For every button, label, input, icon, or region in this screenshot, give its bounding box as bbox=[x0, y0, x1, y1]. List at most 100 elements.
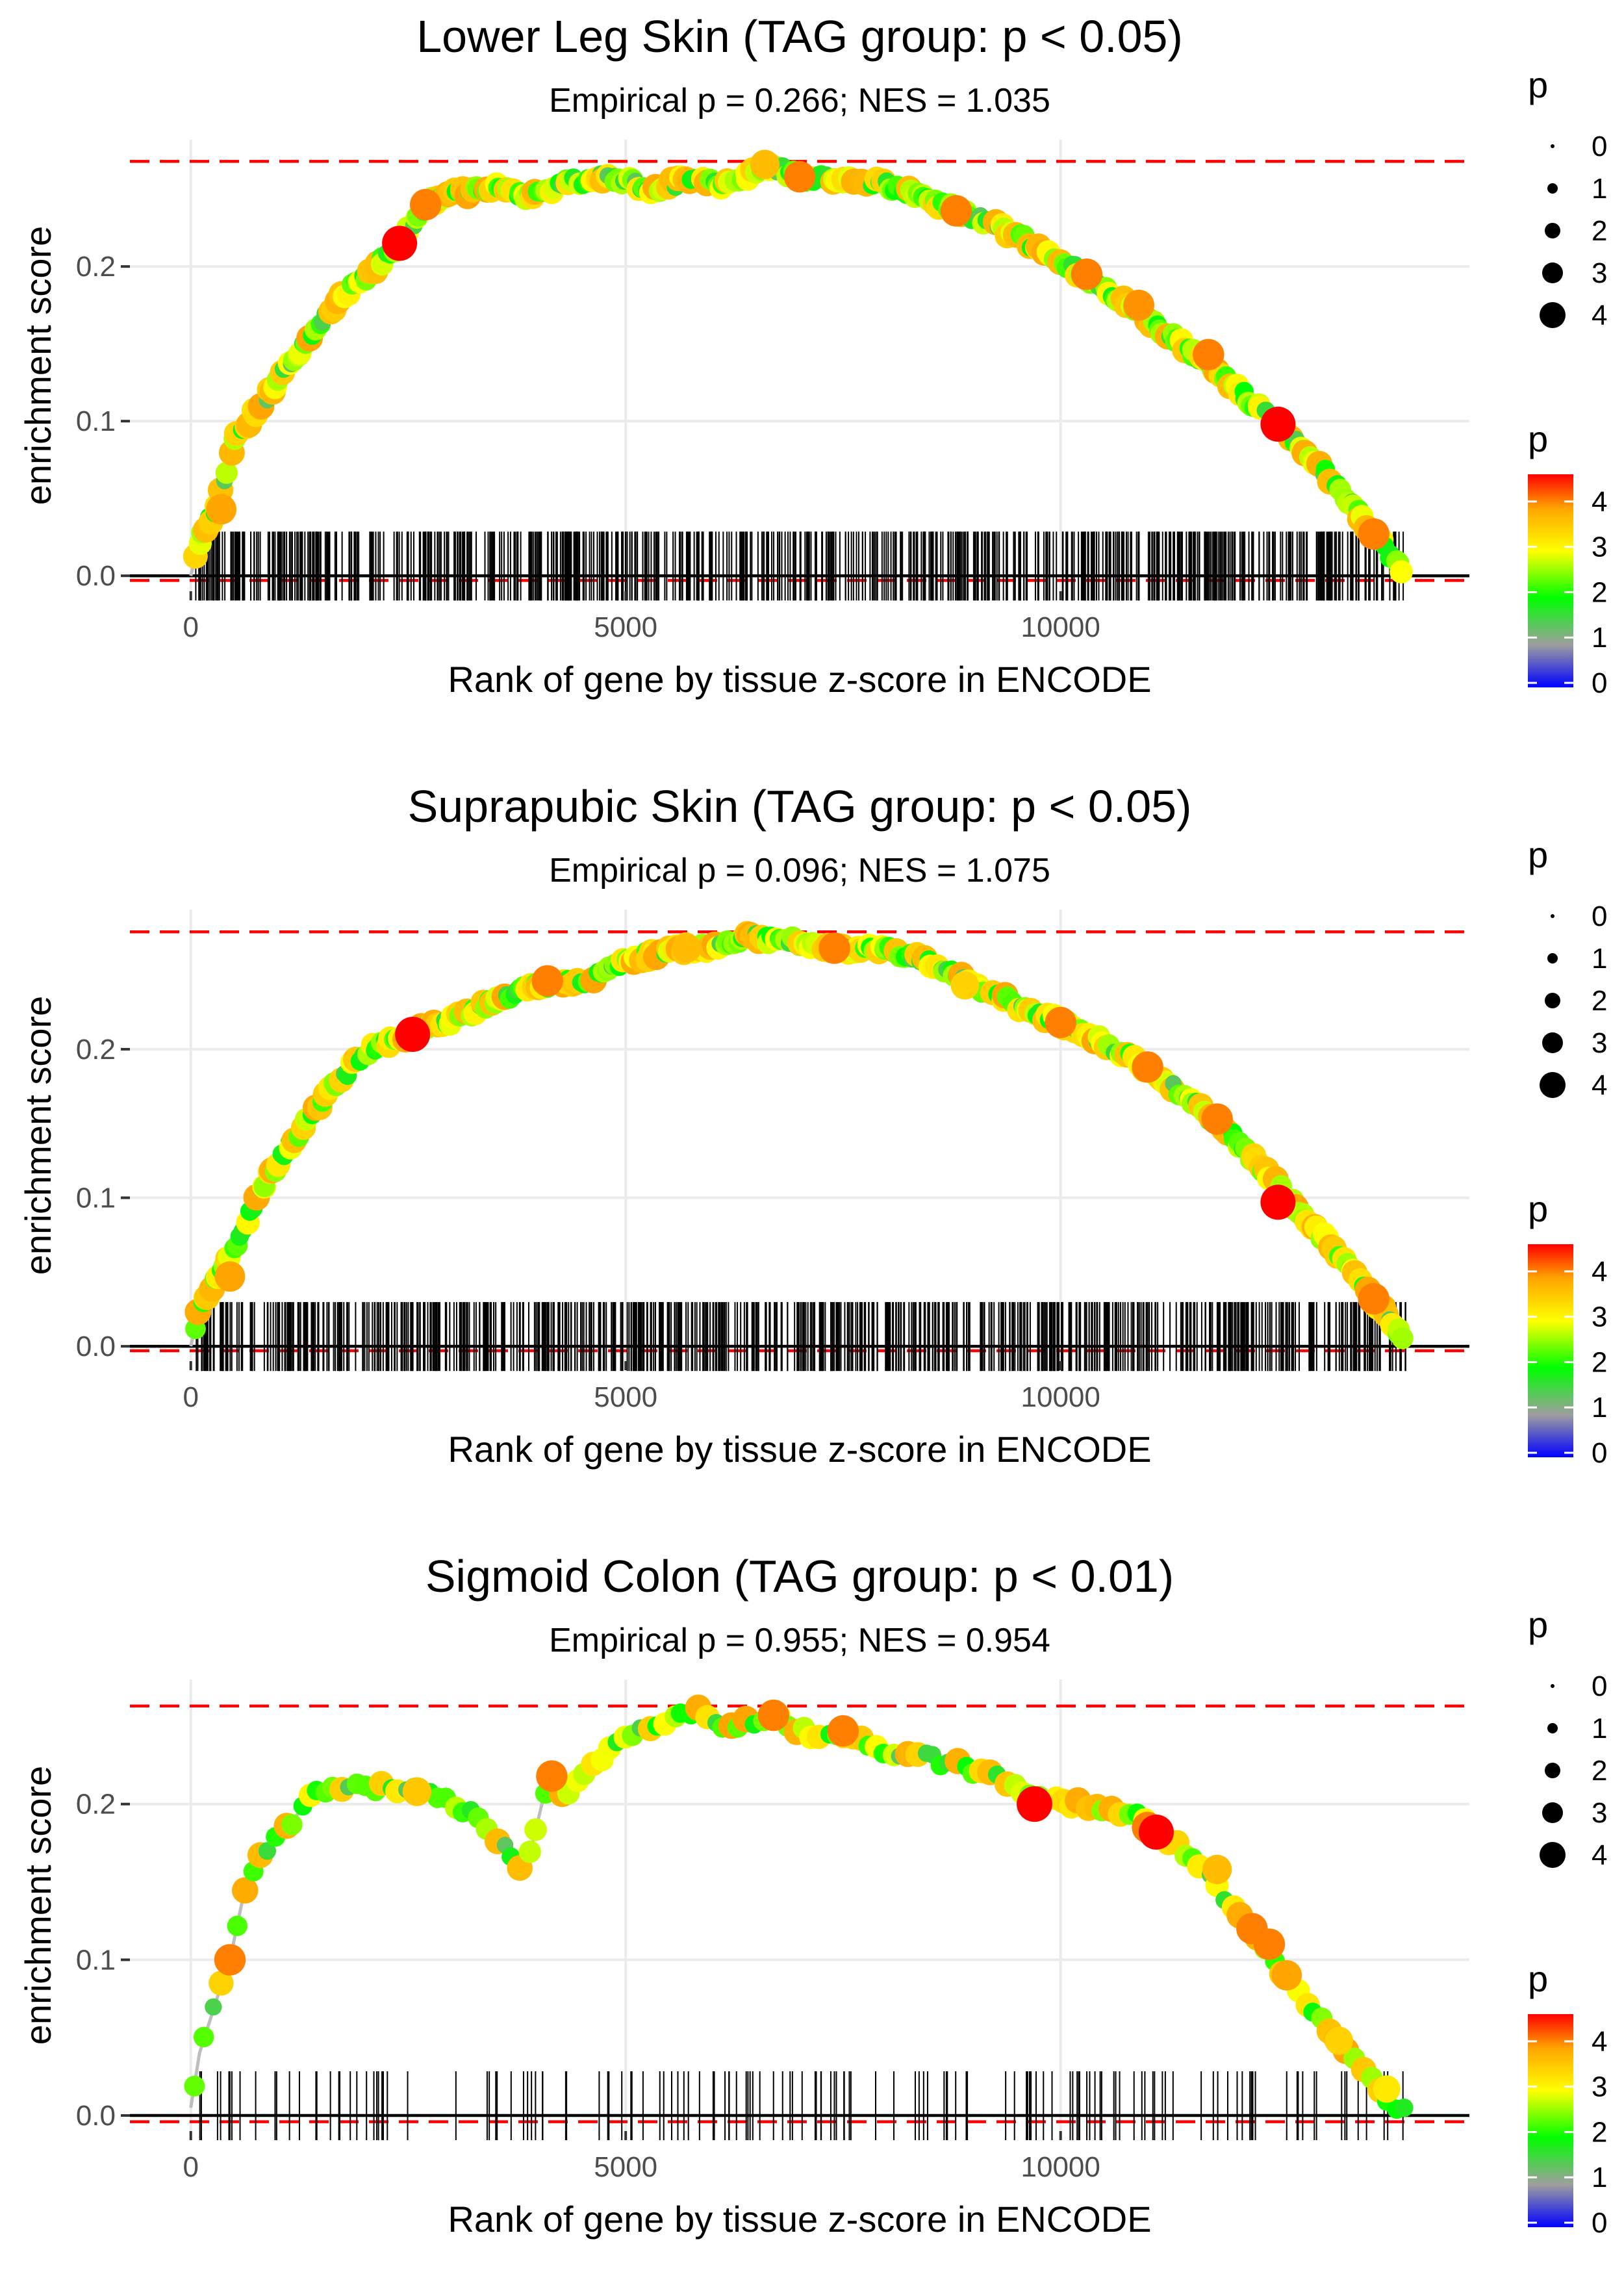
legend-size-key bbox=[1545, 223, 1560, 238]
x-tick-label: 0 bbox=[183, 1381, 198, 1413]
legend-size-key bbox=[1540, 302, 1566, 328]
es-point bbox=[209, 1971, 234, 1996]
grid bbox=[130, 910, 1469, 1361]
legend-colorbar bbox=[1528, 474, 1573, 687]
es-point bbox=[215, 461, 238, 484]
legend-color-label: 2 bbox=[1592, 2116, 1607, 2148]
legend-size-label: 2 bbox=[1592, 985, 1607, 1017]
es-point-highlight bbox=[818, 932, 850, 964]
es-point bbox=[518, 1840, 541, 1863]
es-point-highlight bbox=[1260, 1184, 1296, 1220]
es-point bbox=[232, 1877, 259, 1904]
es-point-highlight bbox=[1045, 1006, 1076, 1039]
legend-size-key bbox=[1551, 1684, 1554, 1688]
legend-size-key bbox=[1547, 1723, 1558, 1733]
legend-size-label: 0 bbox=[1592, 1670, 1607, 1702]
legend-color-label: 1 bbox=[1592, 2162, 1607, 2193]
es-point-highlight bbox=[531, 965, 563, 997]
es-point bbox=[193, 2026, 214, 2048]
es-point-highlight bbox=[1260, 406, 1296, 442]
gene-rug bbox=[199, 2071, 1404, 2141]
es-point bbox=[205, 1998, 222, 2016]
y-axis-label: enrichment score bbox=[18, 996, 58, 1275]
legend-size-label: 2 bbox=[1592, 215, 1607, 247]
es-point bbox=[281, 1814, 303, 1835]
es-point-highlight bbox=[672, 933, 702, 963]
legend-size-title: p bbox=[1528, 1604, 1548, 1645]
panel-1: Lower Leg Skin (TAG group: p < 0.05) Empi… bbox=[18, 11, 1607, 700]
y-tick-label: 0.0 bbox=[76, 560, 116, 592]
es-point-highlight bbox=[410, 188, 442, 221]
legend-colorbar bbox=[1528, 1244, 1573, 1457]
legend-size-key bbox=[1551, 144, 1554, 148]
legend-size-title: p bbox=[1528, 834, 1548, 875]
chart-subtitle: Empirical p = 0.955; NES = 0.954 bbox=[549, 1622, 1050, 1659]
x-axis-label: Rank of gene by tissue z-score in ENCODE bbox=[448, 1429, 1151, 1470]
legend-color-label: 2 bbox=[1592, 1346, 1607, 1378]
y-tick-label: 0.2 bbox=[76, 1034, 116, 1066]
legend-size-label: 3 bbox=[1592, 257, 1607, 289]
es-point-highlight bbox=[783, 160, 816, 193]
es-point-highlight bbox=[1201, 1103, 1233, 1135]
x-tick-label: 0 bbox=[183, 2151, 198, 2183]
legend-size-key bbox=[1551, 914, 1554, 918]
es-point-highlight bbox=[1253, 1928, 1286, 1960]
legend: p 0 1 2 3 4 p 4 3 2 1 0 bbox=[1528, 64, 1607, 699]
legend-color-label: 1 bbox=[1592, 622, 1607, 654]
es-point-highlight bbox=[1202, 1854, 1232, 1884]
legend-size-key bbox=[1547, 953, 1558, 964]
legend-color-label: 1 bbox=[1592, 1392, 1607, 1424]
legend-size-key bbox=[1542, 1032, 1563, 1053]
legend-color-label: 3 bbox=[1592, 2071, 1607, 2103]
legend-size-title: p bbox=[1528, 64, 1548, 105]
es-point-highlight bbox=[1132, 1051, 1163, 1083]
legend-size-label: 3 bbox=[1592, 1027, 1607, 1059]
panels: Lower Leg Skin (TAG group: p < 0.05) Empi… bbox=[18, 11, 1607, 2240]
legend-color-title: p bbox=[1528, 1958, 1548, 1999]
y-tick-label: 0.0 bbox=[76, 1331, 116, 1362]
es-point bbox=[184, 2075, 205, 2097]
legend: p 0 1 2 3 4 p 4 3 2 1 0 bbox=[1528, 834, 1607, 1469]
chart-title: Lower Leg Skin (TAG group: p < 0.05) bbox=[416, 11, 1183, 62]
legend-size-label: 4 bbox=[1592, 1839, 1607, 1871]
y-axis-label: enrichment score bbox=[18, 226, 58, 505]
es-point bbox=[227, 1915, 247, 1936]
legend-size-key bbox=[1540, 1072, 1566, 1098]
es-point bbox=[1395, 2099, 1414, 2117]
x-tick-label: 5000 bbox=[594, 2151, 657, 2183]
legend-color-label: 0 bbox=[1592, 667, 1607, 699]
es-point-highlight bbox=[1139, 1814, 1174, 1850]
es-point-highlight bbox=[757, 1699, 790, 1731]
es-point-highlight bbox=[1271, 1960, 1302, 1991]
y-tick-label: 0.1 bbox=[76, 405, 116, 437]
panel-2: Suprapubic Skin (TAG group: p < 0.05) Emp… bbox=[18, 781, 1607, 1470]
gene-rug bbox=[195, 531, 1404, 601]
legend-color-label: 3 bbox=[1592, 531, 1607, 563]
y-tick-label: 0.2 bbox=[76, 1789, 116, 1820]
grid bbox=[130, 140, 1469, 591]
y-tick-label: 0.1 bbox=[76, 1182, 116, 1214]
legend-size-key bbox=[1542, 1802, 1563, 1823]
y-tick-label: 0.1 bbox=[76, 1944, 116, 1976]
legend-size-label: 3 bbox=[1592, 1797, 1607, 1829]
es-point-highlight bbox=[827, 1715, 859, 1747]
chart-title: Suprapubic Skin (TAG group: p < 0.05) bbox=[408, 781, 1192, 832]
legend-size-key bbox=[1542, 262, 1563, 283]
x-tick-label: 10000 bbox=[1021, 2151, 1100, 2183]
es-point-highlight bbox=[1123, 289, 1154, 321]
x-tick-label: 5000 bbox=[594, 1381, 657, 1413]
legend-size-label: 1 bbox=[1592, 1713, 1607, 1744]
legend-size-key bbox=[1545, 1763, 1560, 1778]
legend-colorbar bbox=[1528, 2014, 1573, 2227]
legend-color-label: 4 bbox=[1592, 1256, 1607, 1288]
es-point-highlight bbox=[206, 494, 236, 525]
x-tick-label: 5000 bbox=[594, 611, 657, 643]
x-axis-label: Rank of gene by tissue z-score in ENCODE bbox=[448, 659, 1151, 700]
es-point-highlight bbox=[1017, 1786, 1052, 1822]
legend-color-title: p bbox=[1528, 418, 1548, 459]
legend-color-label: 0 bbox=[1592, 2207, 1607, 2239]
es-point-highlight bbox=[214, 1261, 246, 1292]
es-point-highlight bbox=[395, 1017, 431, 1052]
es-point-highlight bbox=[1373, 2075, 1401, 2103]
